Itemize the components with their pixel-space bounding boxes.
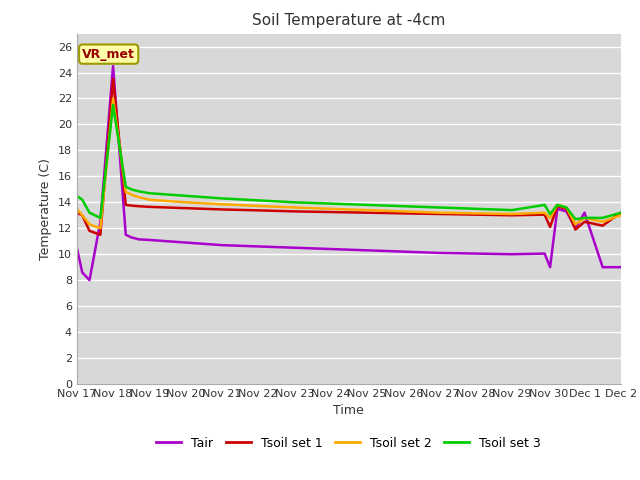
Y-axis label: Temperature (C): Temperature (C)	[39, 158, 52, 260]
Text: VR_met: VR_met	[82, 48, 135, 60]
X-axis label: Time: Time	[333, 405, 364, 418]
Legend: Tair, Tsoil set 1, Tsoil set 2, Tsoil set 3: Tair, Tsoil set 1, Tsoil set 2, Tsoil se…	[152, 432, 546, 455]
Title: Soil Temperature at -4cm: Soil Temperature at -4cm	[252, 13, 445, 28]
